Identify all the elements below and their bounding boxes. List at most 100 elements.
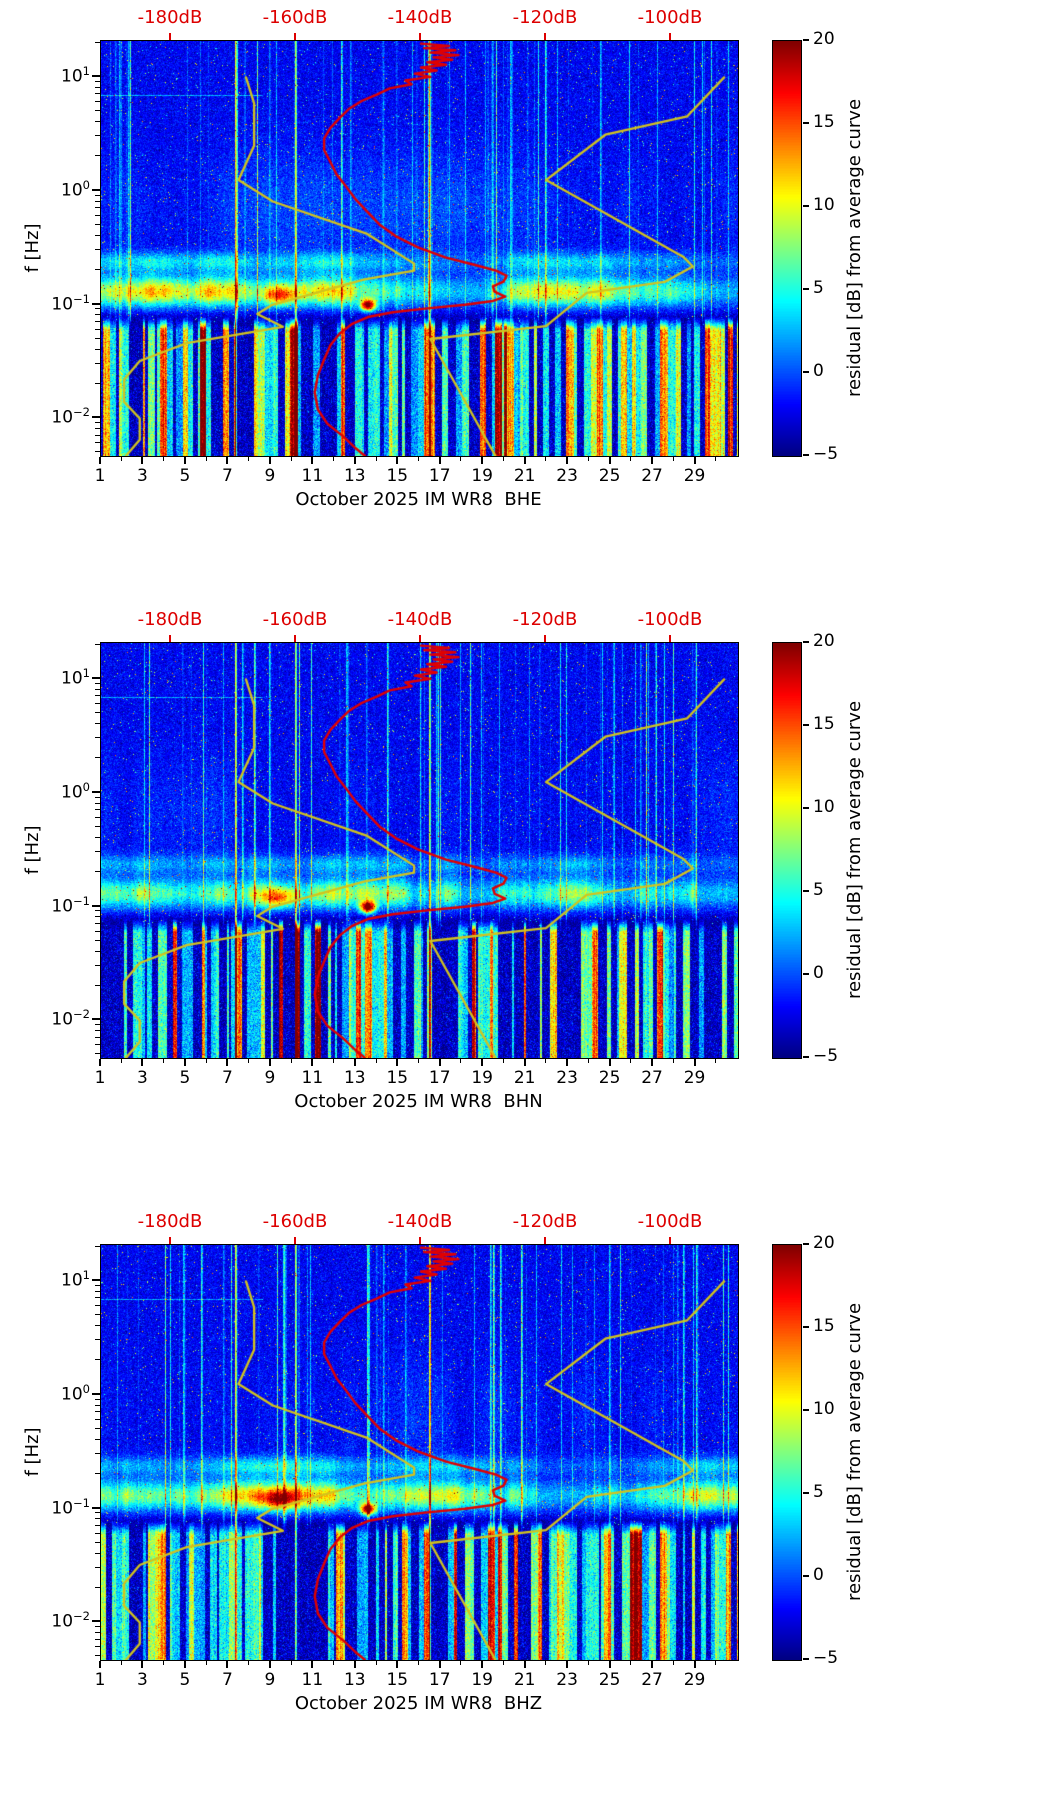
plot-area (100, 1244, 739, 1661)
colorbar-tick (803, 641, 809, 643)
y-minor-tick (95, 737, 100, 739)
y-tick-mantissa: 10 (51, 1498, 74, 1519)
colorbar (772, 1244, 802, 1661)
x-tick (481, 1059, 484, 1066)
x-tick-label: 5 (179, 1068, 191, 1088)
x-minor-tick (630, 1661, 632, 1665)
y-minor-tick (95, 249, 100, 251)
y-minor-tick (95, 930, 100, 932)
y-axis-label: f [Hz] (22, 1426, 43, 1477)
x-tick-label: 1 (94, 1068, 106, 1088)
x-minor-tick (545, 1059, 547, 1063)
x-tick (99, 1661, 101, 1668)
x-tick (523, 1059, 526, 1066)
y-axis-label: f [Hz] (22, 824, 43, 875)
y-minor-tick (95, 1586, 100, 1588)
y-tick-label: 101 (44, 64, 90, 87)
x-tick (183, 1661, 186, 1668)
y-tick-exponent: 1 (82, 666, 90, 681)
colorbar-tick-label: 0 (813, 963, 824, 983)
y-tick (92, 1393, 100, 1396)
colorbar-label: residual [dB] from average curve (844, 98, 865, 397)
top-axis-tick (419, 635, 421, 642)
x-minor-tick (502, 1059, 504, 1063)
x-tick (141, 1661, 144, 1668)
y-tick-label: 10−1 (44, 292, 90, 315)
y-minor-tick (95, 1418, 100, 1420)
top-axis-label: -140dB (387, 1211, 453, 1232)
y-minor-tick (95, 348, 100, 350)
colorbar-tick (803, 1575, 809, 1577)
x-minor-tick (290, 1059, 292, 1063)
x-minor-tick (290, 457, 292, 461)
colorbar-tick-label: 5 (813, 880, 824, 900)
y-minor-tick (95, 1305, 100, 1307)
y-tick-exponent: 1 (82, 64, 90, 79)
y-minor-tick (95, 434, 100, 436)
top-axis-tick (294, 1237, 296, 1244)
x-tick-label: 21 (513, 1670, 536, 1690)
y-minor-tick (95, 1646, 100, 1648)
x-minor-tick (672, 1661, 674, 1665)
x-tick (523, 457, 526, 464)
plot-area (100, 642, 739, 1059)
x-tick-label: 11 (301, 1670, 324, 1690)
y-tick (92, 1279, 100, 1282)
y-minor-tick (95, 1290, 100, 1292)
y-tick (92, 1506, 100, 1509)
x-tick-label: 17 (428, 1068, 451, 1088)
colorbar-tick (803, 1492, 809, 1494)
y-minor-tick (95, 1029, 100, 1031)
colorbar-tick-label: 0 (813, 1565, 824, 1585)
y-minor-tick (95, 683, 100, 685)
colorbar-tick-label: 20 (813, 631, 835, 651)
x-minor-tick (460, 1059, 462, 1063)
y-minor-tick (95, 836, 100, 838)
x-tick-label: 3 (137, 1670, 148, 1690)
top-axis-label: -100dB (637, 609, 703, 630)
y-minor-tick (95, 723, 100, 725)
spectrogram-panel-bhn: -180dB -160dB -140dB -120dB -100dB 1 3 5 7 9 11 13 1… (0, 602, 1052, 1204)
y-tick-exponent: 1 (82, 1268, 90, 1283)
x-minor-tick (333, 1661, 335, 1665)
top-axis-label: -100dB (637, 7, 703, 28)
x-tick-label: 19 (471, 1670, 494, 1690)
y-minor-tick (95, 81, 100, 83)
x-tick-label: 3 (137, 1068, 148, 1088)
x-tick (608, 457, 611, 464)
colorbar-label: residual [dB] from average curve (844, 1302, 865, 1601)
x-tick (651, 1059, 654, 1066)
x-tick-label: 15 (386, 1670, 409, 1690)
colorbar-tick-label: 0 (813, 361, 824, 381)
top-axis-label: -100dB (637, 1211, 703, 1232)
top-axis-label: -180dB (137, 7, 203, 28)
y-tick-label: 100 (44, 780, 90, 803)
x-minor-tick (418, 457, 419, 461)
colorbar-tick (803, 890, 809, 892)
top-axis-tick (544, 1237, 546, 1244)
y-minor-tick (95, 643, 100, 645)
y-minor-tick (95, 1626, 100, 1628)
y-minor-tick (95, 712, 100, 714)
y-minor-tick (95, 851, 100, 853)
y-tick-label: 10−1 (44, 1496, 90, 1519)
x-minor-tick (587, 1059, 589, 1063)
colorbar-label: residual [dB] from average curve (844, 700, 865, 999)
y-minor-tick (95, 1512, 100, 1514)
x-tick (226, 1661, 229, 1668)
y-minor-tick (95, 1044, 100, 1046)
y-minor-tick (95, 223, 100, 225)
y-minor-tick (95, 1473, 100, 1475)
y-minor-tick (95, 922, 100, 924)
x-minor-tick (375, 1059, 377, 1063)
y-tick (92, 791, 100, 794)
top-axis-tick (169, 635, 171, 642)
x-tick-label: 27 (641, 1068, 663, 1088)
y-minor-tick (95, 1438, 100, 1440)
x-tick (353, 457, 356, 464)
x-tick (311, 1059, 314, 1066)
x-minor-tick (205, 457, 207, 461)
colorbar-tick-label: −5 (813, 1046, 839, 1066)
x-tick (353, 1661, 356, 1668)
